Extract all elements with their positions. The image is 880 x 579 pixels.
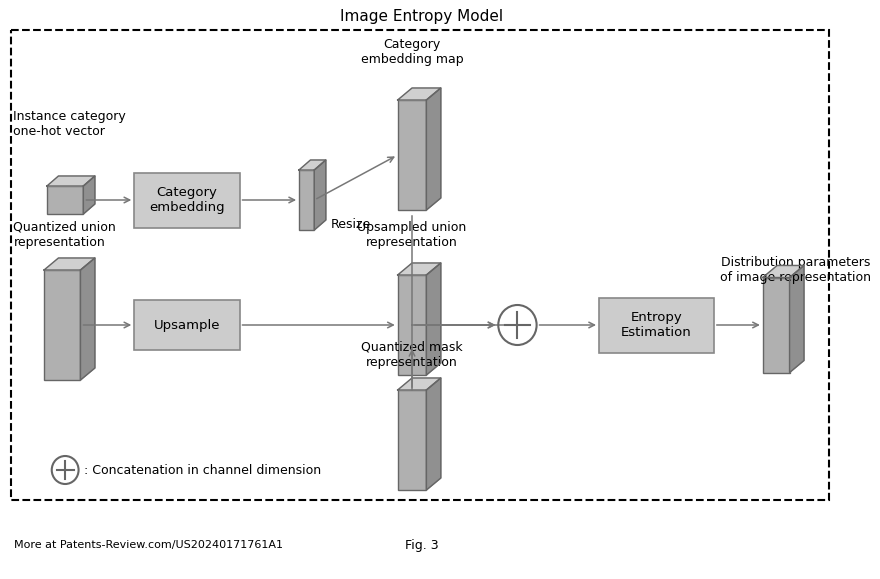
Polygon shape bbox=[763, 266, 804, 277]
Polygon shape bbox=[427, 88, 441, 210]
Text: Fig. 3: Fig. 3 bbox=[405, 538, 438, 552]
Text: Resize: Resize bbox=[331, 218, 370, 231]
Bar bbox=[299, 170, 314, 230]
Bar bbox=[47, 186, 84, 214]
Polygon shape bbox=[398, 378, 441, 390]
Bar bbox=[44, 270, 80, 380]
Text: Upsample: Upsample bbox=[154, 318, 220, 332]
Bar bbox=[134, 300, 239, 350]
Bar bbox=[398, 390, 427, 490]
Polygon shape bbox=[44, 258, 95, 270]
Text: Image Entropy Model: Image Entropy Model bbox=[340, 9, 503, 24]
Polygon shape bbox=[299, 160, 326, 170]
Text: Distribution parameters
of image representation: Distribution parameters of image represe… bbox=[720, 256, 871, 284]
Bar bbox=[398, 275, 427, 375]
Text: Quantized union
representation: Quantized union representation bbox=[13, 221, 116, 249]
Polygon shape bbox=[84, 176, 95, 214]
Polygon shape bbox=[427, 378, 441, 490]
Bar bbox=[11, 30, 829, 500]
Bar bbox=[763, 277, 789, 372]
Bar bbox=[398, 100, 427, 210]
Text: More at Patents-Review.com/US20240171761A1: More at Patents-Review.com/US20240171761… bbox=[14, 540, 283, 550]
Bar bbox=[599, 298, 714, 353]
Text: Category
embedding map: Category embedding map bbox=[361, 38, 464, 66]
Text: Quantized mask
representation: Quantized mask representation bbox=[361, 341, 463, 369]
Text: Category
embedding: Category embedding bbox=[149, 186, 224, 214]
Text: Entropy
Estimation: Entropy Estimation bbox=[621, 311, 692, 339]
Text: : Concatenation in channel dimension: : Concatenation in channel dimension bbox=[84, 464, 321, 477]
Polygon shape bbox=[80, 258, 95, 380]
Polygon shape bbox=[427, 263, 441, 375]
Bar bbox=[134, 173, 239, 228]
Polygon shape bbox=[398, 263, 441, 275]
Polygon shape bbox=[47, 176, 95, 186]
Polygon shape bbox=[314, 160, 326, 230]
Polygon shape bbox=[789, 266, 804, 372]
Text: Instance category
one-hot vector: Instance category one-hot vector bbox=[13, 110, 126, 138]
Polygon shape bbox=[398, 88, 441, 100]
Text: Upsampled union
representation: Upsampled union representation bbox=[357, 221, 466, 249]
